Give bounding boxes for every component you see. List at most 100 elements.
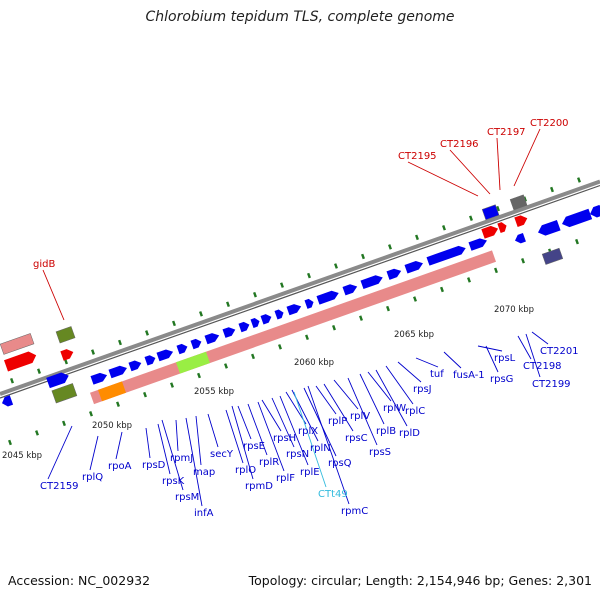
feature-arrow-red [514, 215, 528, 227]
gene-arrow [238, 321, 250, 333]
leader-line [477, 345, 503, 352]
gene-label: rpsG [490, 374, 513, 385]
kbp-label: 2050 kbp [92, 421, 132, 431]
kbp-label: 2065 kbp [394, 330, 434, 340]
gene-arrow [2, 395, 14, 407]
gene-arrow [108, 365, 127, 379]
scale-dot [577, 177, 581, 183]
gene-arrow [176, 343, 188, 355]
gene-label: rpsQ [328, 458, 352, 469]
leader-line [271, 397, 295, 448]
gene-arrow [144, 355, 156, 366]
feature-box [541, 247, 564, 265]
leader-line [293, 391, 327, 488]
gene-label: rplC [405, 406, 425, 417]
leader-line [333, 379, 359, 410]
gene-arrow [222, 327, 236, 338]
scale-dot [143, 391, 147, 398]
gene-label: secY [210, 449, 234, 460]
scale-dot [278, 344, 282, 350]
gene-arrow [562, 208, 593, 228]
gene-arrow [204, 333, 220, 345]
gene-label: rpsD [142, 460, 166, 471]
scale-dot [197, 372, 201, 379]
scale-dot [37, 368, 41, 374]
scale-dot [307, 272, 311, 279]
leader-line [175, 419, 179, 452]
scale-dot [467, 277, 471, 283]
gene-label: CT2199 [532, 379, 571, 390]
gene-label: rpsE [243, 441, 265, 452]
leader-line [517, 335, 532, 360]
feature-box [509, 194, 528, 211]
gene-label: rpoA [108, 461, 132, 472]
topology-text: Topology: circular; Length: 2,154,946 bp… [248, 573, 592, 588]
gene-arrow [386, 268, 402, 280]
highlight-label: CT2195 [398, 151, 437, 162]
operon-marker-orange [97, 381, 127, 402]
highlight-leader [407, 161, 479, 197]
gene-label: rpsS [369, 447, 391, 458]
gene-arrow [190, 338, 202, 350]
gene-label: rplO [235, 465, 256, 476]
gene-label: rplD [399, 428, 420, 439]
highlight-label: gidB [33, 259, 55, 270]
leader-line [145, 427, 151, 459]
leader-line [443, 351, 462, 369]
leader-line [315, 385, 337, 415]
leader-line [385, 365, 414, 405]
leader-line [89, 435, 99, 471]
gene-label: rplV [350, 411, 370, 422]
scale-dot [89, 411, 93, 417]
gene-arrow [156, 349, 174, 362]
leader-line [195, 415, 202, 466]
gene-arrow [128, 360, 142, 372]
gene-label: CTt49 [318, 489, 348, 500]
feature-box [55, 326, 76, 344]
operon-marker-green [175, 351, 211, 374]
leader-line [279, 395, 309, 466]
leader-line [47, 425, 73, 480]
scale-dot [494, 267, 498, 274]
highlight-leader [513, 128, 541, 187]
map-labels: 2045 kbp 2050 kbp 2055 kbp 2060 kbp 2065 kbp… [2, 118, 579, 519]
genome-backbone-edge [0, 184, 600, 399]
gene-label: rplQ [82, 472, 103, 483]
leader-line [397, 361, 422, 383]
scale-dot [280, 282, 284, 288]
gene-arrow [468, 238, 487, 251]
gene-label: fusA-1 [453, 370, 485, 381]
leader-line [161, 419, 184, 491]
leader-line [261, 399, 282, 432]
gene-label: CT2198 [523, 361, 562, 372]
scale-dot [388, 244, 392, 250]
scale-dot [251, 353, 255, 360]
gene-label: rplB [376, 426, 396, 437]
scale-dot [118, 339, 122, 346]
leader-line [207, 413, 219, 448]
highlight-label: CT2196 [440, 139, 479, 150]
gene-arrow [250, 318, 260, 329]
scale-dot [199, 311, 203, 317]
scale-dot [521, 258, 525, 264]
leader-line [485, 345, 499, 373]
map-decor [0, 177, 600, 446]
scale-dot [550, 186, 554, 193]
scale-dot [172, 320, 176, 327]
gene-label: tuf [430, 369, 444, 380]
highlight-label: CT2200 [530, 118, 569, 129]
highlight-label: CT2197 [487, 127, 526, 138]
gene-label: rpsJ [413, 384, 432, 395]
gene-arrow [360, 275, 383, 290]
feature-shapes [0, 194, 600, 407]
kbp-label: 2045 kbp [2, 451, 42, 461]
gene-label: rplW [383, 403, 406, 414]
leader-line [247, 403, 268, 456]
gene-label: infA [194, 508, 214, 519]
highlight-leader [449, 149, 491, 195]
gene-arrow [426, 245, 466, 266]
gene-label: rpmJ [170, 453, 193, 464]
highlight-leader [496, 137, 501, 191]
scale-dot [496, 205, 500, 212]
